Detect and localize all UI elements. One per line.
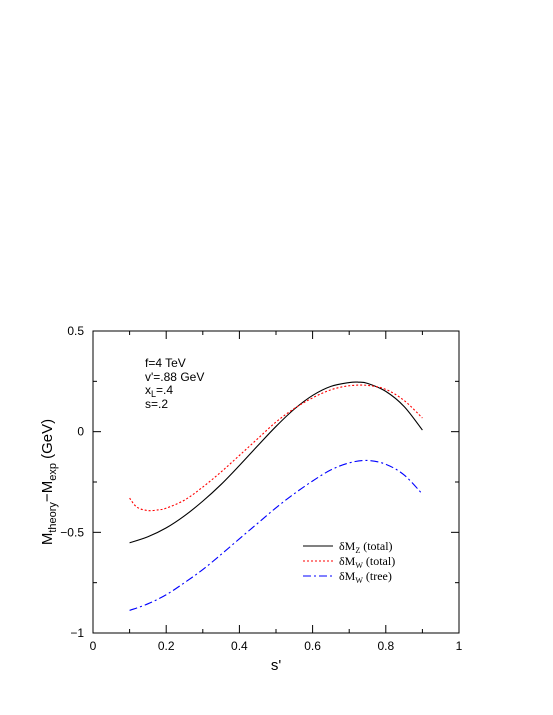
y-axis-title-main: M (39, 533, 56, 546)
y-tick-label: −1 (70, 626, 84, 640)
y-axis: −1 −0.5 0 0.5 (60, 324, 459, 640)
annotation-v: v'=.88 GeV (145, 370, 204, 384)
annotation-xl-x: x (145, 383, 151, 397)
parameter-annotations: f=4 TeV v'=.88 GeV xL=.4 s=.2 (145, 356, 204, 411)
y-tick-label: 0 (77, 425, 84, 439)
legend-label-suffix: (total) (363, 554, 395, 568)
legend-label-0: δMZ (total) (339, 539, 393, 555)
y-axis-title-unit: (GeV) (39, 419, 56, 463)
x-axis-title: s' (271, 657, 282, 674)
annotation-f: f=4 TeV (145, 356, 186, 370)
series-line-2 (129, 459, 423, 611)
series-layer (129, 381, 423, 611)
legend-label-suffix: (tree) (363, 569, 392, 583)
legend-label-sub: W (355, 561, 363, 570)
y-axis-title-mid: −M (39, 481, 56, 502)
y-axis-title-sub2: exp (47, 463, 59, 481)
legend-label-main: δM (339, 569, 356, 583)
annotation-xl: xL=.4 (145, 383, 173, 399)
series-line-1 (129, 384, 423, 512)
y-axis-title: Mtheory−Mexp (GeV) (39, 419, 59, 545)
legend-label-suffix: (total) (360, 539, 392, 553)
x-tick-label: 0.4 (231, 639, 248, 653)
legend-label-sub: Z (355, 546, 360, 555)
x-tick-label: 0.8 (377, 639, 394, 653)
legend-label-2: δMW (tree) (339, 569, 392, 585)
x-axis: 0 0.2 0.4 0.6 0.8 1 (90, 331, 463, 653)
series-line-0 (129, 381, 423, 544)
y-axis-title-sub1: theory (47, 502, 59, 533)
annotation-s: s=.2 (145, 397, 168, 411)
y-tick-label: −0.5 (60, 525, 84, 539)
x-tick-label: 0 (90, 639, 97, 653)
annotation-xl-sub: L (151, 389, 156, 399)
legend-label-main: δM (339, 539, 356, 553)
legend-label-main: δM (339, 554, 356, 568)
legend-label-1: δMW (total) (339, 554, 395, 570)
annotation-xl-val: =.4 (156, 383, 173, 397)
x-tick-label: 0.2 (158, 639, 175, 653)
legend-label-sub: W (355, 576, 363, 585)
y-tick-label: 0.5 (67, 324, 84, 338)
legend: δMZ (total)δMW (total)δMW (tree) (303, 539, 395, 585)
x-tick-label: 0.6 (304, 639, 321, 653)
x-tick-label: 1 (456, 639, 463, 653)
